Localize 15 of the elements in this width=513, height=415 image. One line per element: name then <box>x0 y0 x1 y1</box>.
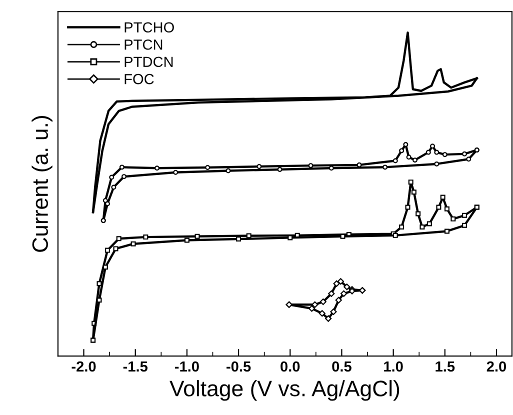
x-tick-label: 0.0 <box>280 361 300 372</box>
legend-label: FOC <box>124 74 154 84</box>
x-tick-label: -0.5 <box>226 361 251 372</box>
x-axis-title: Voltage (V vs. Ag/AgCl) <box>170 380 400 401</box>
x-tick-label: 1.5 <box>436 361 455 372</box>
x-tick-label: -1.0 <box>174 361 199 372</box>
legend-label: PTDCN <box>124 56 173 68</box>
x-tick-label: 2.0 <box>486 361 506 372</box>
x-tick-label: 0.5 <box>332 361 352 372</box>
legend-label: PTCN <box>124 39 162 50</box>
x-tick-label: -1.5 <box>123 361 148 372</box>
legend-label: PTCHO <box>124 22 174 33</box>
x-tick-label: -2.0 <box>72 361 96 372</box>
x-tick-label: 1.0 <box>384 361 403 372</box>
y-axis-title: Current (a. u.) <box>32 116 52 252</box>
